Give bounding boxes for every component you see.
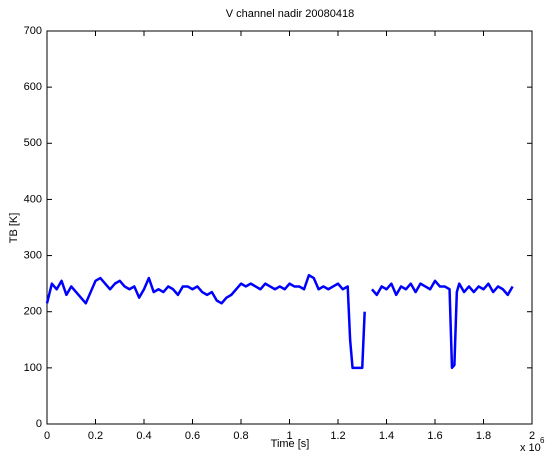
x-tick-label: 1.4 (379, 430, 394, 442)
x-tick-label: 1 (286, 430, 292, 442)
data-line (45, 273, 514, 370)
x-tick-label: 0.6 (185, 430, 200, 442)
x-scale-base: x 10 (520, 442, 541, 453)
y-tick-label: 500 (24, 137, 42, 149)
y-tick-label: 700 (24, 25, 42, 37)
x-tick-label: 1.6 (427, 430, 442, 442)
plot-frame (46, 30, 533, 425)
x-tick-label: 1.2 (330, 430, 345, 442)
y-tick-label: 100 (24, 362, 42, 374)
y-tick-label: 400 (24, 193, 42, 205)
y-tick-label: 200 (24, 306, 42, 318)
y-tick-label: 300 (24, 249, 42, 261)
x-tick-label: 2 (529, 430, 535, 442)
y-tick-label: 0 (36, 418, 42, 430)
y-axis-label: TB [K] (8, 213, 20, 244)
x-tick-label: 1.8 (476, 430, 491, 442)
x-tick-label: 0.4 (136, 430, 151, 442)
x-tick-label: 0.8 (233, 430, 248, 442)
x-tick-label: 0 (44, 430, 50, 442)
x-tick-label: 0.2 (88, 430, 103, 442)
y-tick-label: 600 (24, 81, 42, 93)
x-scale-exponent: 6 (540, 436, 545, 445)
chart-title: V channel nadir 20080418 (226, 8, 354, 20)
x-axis-label: Time [s] (271, 438, 310, 450)
